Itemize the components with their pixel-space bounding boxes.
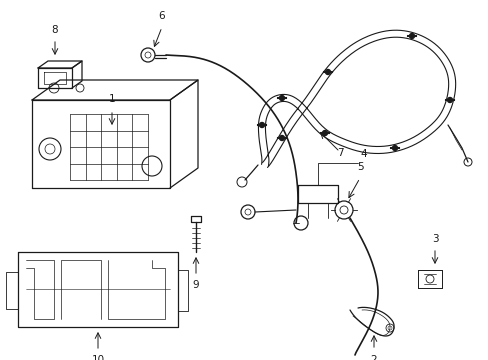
Circle shape: [392, 145, 397, 150]
Text: 8: 8: [52, 25, 58, 35]
Text: 7: 7: [336, 148, 343, 158]
Text: 5: 5: [356, 162, 363, 172]
Circle shape: [279, 95, 284, 100]
Text: 1: 1: [108, 94, 115, 104]
Circle shape: [447, 98, 451, 103]
Text: 9: 9: [192, 280, 199, 290]
Text: 3: 3: [431, 234, 437, 244]
Circle shape: [408, 33, 414, 39]
Text: 2: 2: [370, 355, 377, 360]
Circle shape: [322, 130, 327, 135]
Text: 10: 10: [91, 355, 104, 360]
Circle shape: [259, 122, 264, 127]
Text: 6: 6: [159, 11, 165, 21]
Circle shape: [325, 69, 330, 75]
Circle shape: [279, 135, 284, 140]
Text: 4: 4: [359, 149, 366, 159]
